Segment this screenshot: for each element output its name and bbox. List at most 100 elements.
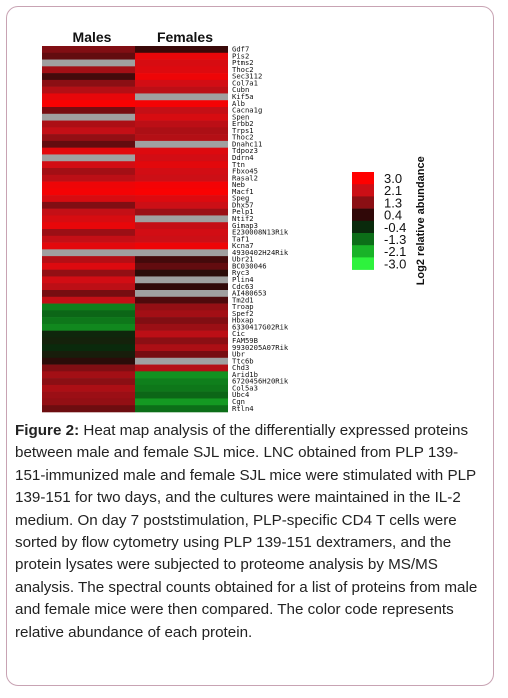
row-label: AI480653 (232, 289, 267, 298)
row-label: FAM59B (232, 336, 258, 345)
heatmap-cell-males-34 (42, 276, 135, 284)
heatmap-cell-males-45 (42, 351, 135, 359)
row-label: Cacna1g (232, 106, 262, 115)
row-label: Thoc2 (232, 65, 254, 74)
heatmap-cell-females-43 (135, 337, 228, 345)
legend-swatch-0 (352, 172, 374, 185)
legend-tick-label: -2.1 (384, 244, 406, 259)
row-label: Chd3 (232, 363, 249, 372)
heatmap-cell-males-7 (42, 93, 135, 101)
heatmap-cell-males-44 (42, 344, 135, 352)
heatmap-cell-females-17 (135, 161, 228, 169)
heatmap-cell-females-49 (135, 378, 228, 386)
row-label: Fbxo45 (232, 167, 258, 176)
heatmap-cell-males-48 (42, 371, 135, 379)
heatmap-cell-males-0 (42, 46, 135, 54)
heatmap-cell-males-49 (42, 378, 135, 386)
row-label: Macf1 (232, 187, 254, 196)
heatmap-cell-females-8 (135, 100, 228, 108)
row-label: E230008N13Rik (232, 228, 289, 237)
heatmap-cell-males-8 (42, 100, 135, 108)
heatmap-cell-females-25 (135, 215, 228, 223)
heatmap-cell-males-15 (42, 147, 135, 155)
row-label: Tm2d1 (232, 295, 254, 304)
row-label: Thoc2 (232, 133, 254, 142)
heatmap-cell-males-43 (42, 337, 135, 345)
heatmap-cell-females-21 (135, 188, 228, 196)
heatmap-cell-males-21 (42, 188, 135, 196)
heatmap-cell-females-31 (135, 256, 228, 264)
row-label: Plin4 (232, 275, 254, 284)
row-label: Kcna7 (232, 241, 254, 250)
legend-swatch-1 (352, 184, 374, 197)
heatmap-cell-females-5 (135, 79, 228, 87)
heatmap-cell-males-25 (42, 215, 135, 223)
row-label: Hbxap (232, 316, 254, 325)
legend-swatch-7 (352, 257, 374, 270)
heatmap-cell-males-28 (42, 235, 135, 243)
heatmap-cell-females-50 (135, 384, 228, 392)
row-label: Alb (232, 99, 245, 108)
heatmap-cell-males-3 (42, 66, 135, 74)
row-label: Sec3112 (232, 72, 262, 81)
caption-text: Heat map analysis of the differentially … (15, 422, 478, 641)
row-label: Troap (232, 302, 254, 311)
heatmap-cell-females-34 (135, 276, 228, 284)
heatmap-cell-males-52 (42, 398, 135, 406)
heatmap-cell-females-2 (135, 59, 228, 67)
legend-swatch-6 (352, 245, 374, 258)
row-label: Dnahc11 (232, 139, 262, 148)
heatmap-cell-females-9 (135, 107, 228, 115)
heatmap-cell-males-50 (42, 384, 135, 392)
row-label: Rasal2 (232, 173, 258, 182)
heatmap-cell-males-11 (42, 120, 135, 128)
heatmap-cell-males-24 (42, 208, 135, 216)
heatmap-cell-females-41 (135, 323, 228, 331)
heatmap-cell-females-23 (135, 201, 228, 209)
heatmap-cell-females-11 (135, 120, 228, 128)
row-label: Ptms2 (232, 58, 254, 67)
heatmap-cell-males-51 (42, 391, 135, 399)
legend-title: Log2 relative abundance (415, 156, 427, 285)
row-label: Cdc63 (232, 282, 254, 291)
color-legend: 3.02.11.30.4-0.4-1.3-2.1-3.0 Log2 relativ… (352, 156, 427, 285)
heatmap-cell-females-24 (135, 208, 228, 216)
heatmap-cell-males-12 (42, 127, 135, 135)
row-label: Cgn (232, 397, 245, 406)
heatmap-cell-males-30 (42, 249, 135, 257)
row-label: Spen (232, 112, 249, 121)
heatmap-cell-males-36 (42, 290, 135, 298)
row-label: Rtln4 (232, 404, 254, 413)
heatmap-cell-females-35 (135, 283, 228, 291)
column-header-males: Males (73, 29, 112, 45)
row-label: Cubn (232, 85, 249, 94)
legend-tick-label: -3.0 (384, 256, 406, 271)
heatmap-cell-females-51 (135, 391, 228, 399)
heatmap-cell-males-17 (42, 161, 135, 169)
heatmap-cell-males-5 (42, 79, 135, 87)
heatmap-cell-males-53 (42, 405, 135, 413)
heatmap-cell-males-9 (42, 107, 135, 115)
heatmap-cell-males-16 (42, 154, 135, 162)
heatmap-cell-males-39 (42, 310, 135, 318)
row-label: BC030046 (232, 261, 267, 270)
row-label: Gdf7 (232, 45, 249, 54)
heatmap-cell-males-31 (42, 256, 135, 264)
row-label: Taf1 (232, 234, 249, 243)
heatmap-cell-females-7 (135, 93, 228, 101)
heatmap-cell-females-52 (135, 398, 228, 406)
row-label: 9930205A07Rik (232, 343, 289, 352)
row-label: Ryc3 (232, 268, 249, 277)
heatmap-cell-males-33 (42, 269, 135, 277)
heatmap-cell-females-22 (135, 195, 228, 203)
heatmap-cell-males-14 (42, 140, 135, 148)
row-label: Ubr21 (232, 255, 254, 264)
legend-swatch-3 (352, 208, 374, 222)
heatmap-cell-males-40 (42, 317, 135, 325)
legend-tick-label: -1.3 (384, 232, 406, 247)
heatmap-cell-females-40 (135, 317, 228, 325)
heatmap-cell-males-46 (42, 357, 135, 365)
heatmap-cell-females-36 (135, 290, 228, 298)
heatmap-cell-males-13 (42, 134, 135, 142)
heatmap-cell-females-46 (135, 357, 228, 365)
